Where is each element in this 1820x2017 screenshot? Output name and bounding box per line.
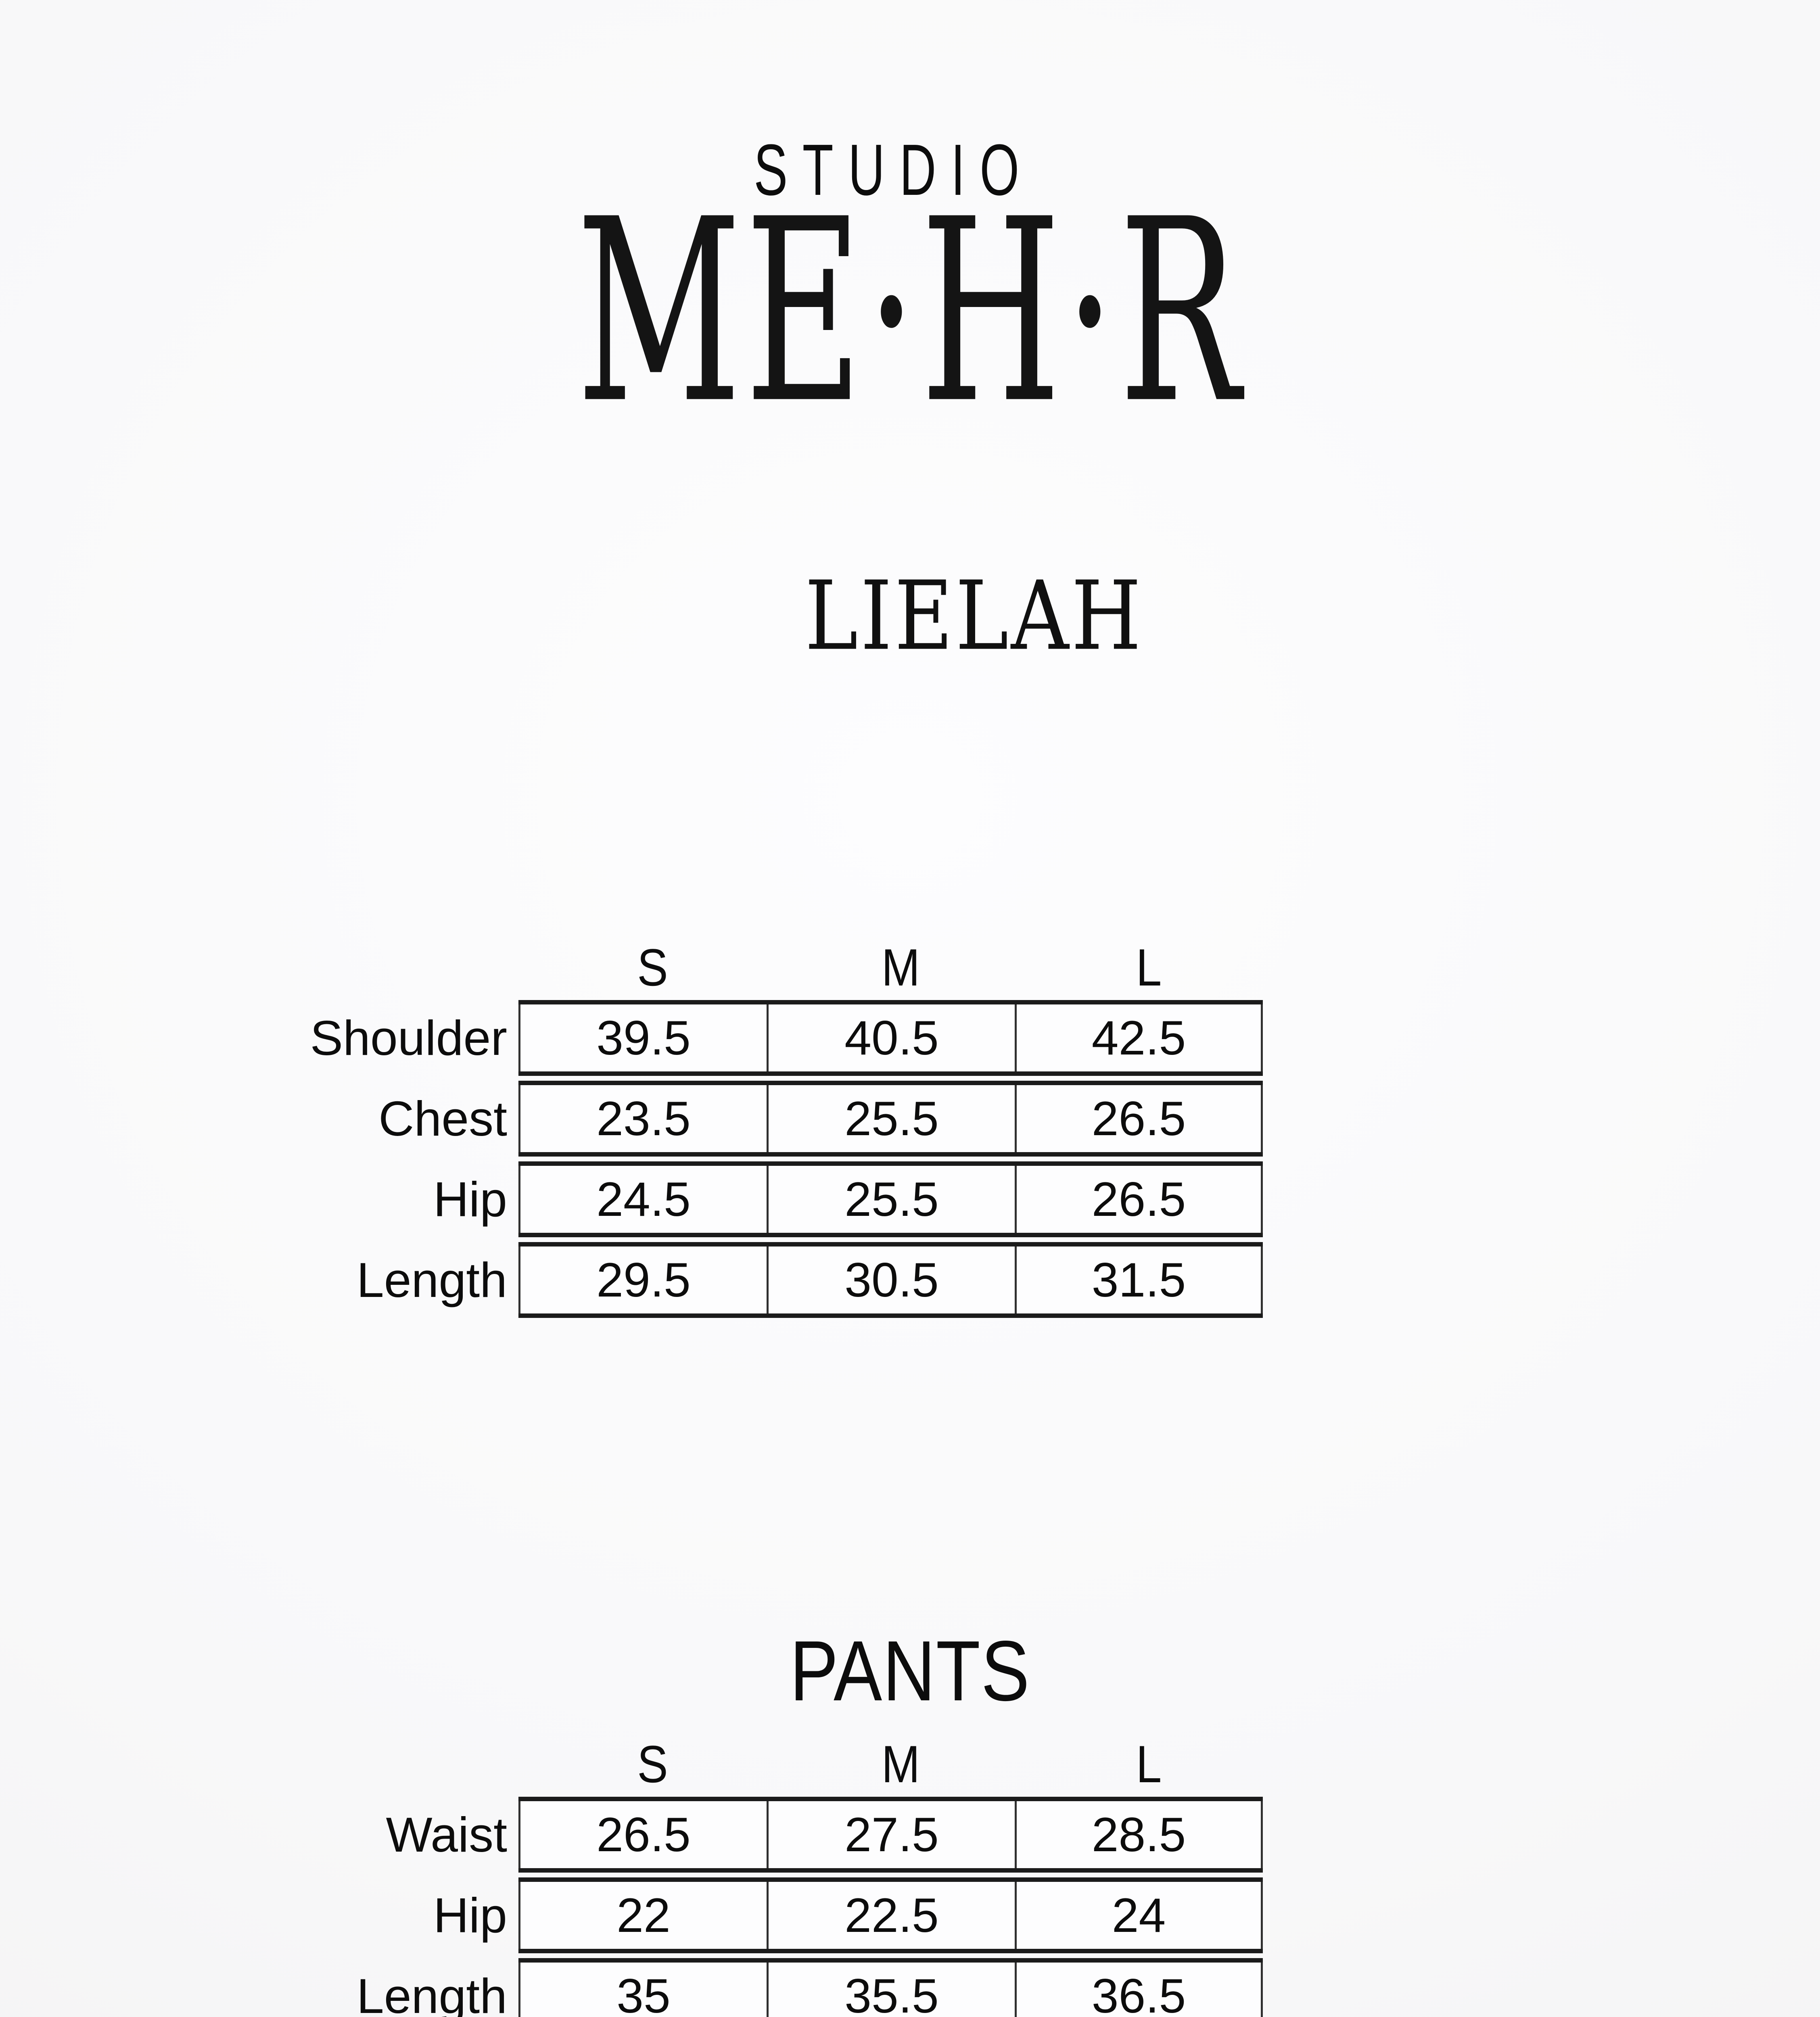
table-row-length: Length 29.5 30.5 31.5 [244, 1242, 1273, 1318]
row-cells-pants-length: 35 35.5 36.5 [518, 1958, 1263, 2017]
row-cells-pants-hip: 22 22.5 24 [518, 1877, 1263, 1953]
size-cell: 29.5 [518, 1246, 767, 1313]
size-cell: 25.5 [767, 1085, 1015, 1152]
row-cells-chest: 23.5 25.5 26.5 [518, 1080, 1263, 1157]
size-cell: 23.5 [518, 1085, 767, 1152]
table-row-chest: Chest 23.5 25.5 26.5 [244, 1080, 1273, 1157]
product-title: LIELAH [804, 561, 1144, 672]
size-cell: 39.5 [518, 1004, 767, 1071]
row-label-length: Length [356, 1252, 507, 1307]
size-cell: 30.5 [767, 1246, 1015, 1313]
size-cell: 40.5 [767, 1004, 1015, 1071]
size-cell: 25.5 [767, 1165, 1015, 1233]
size-cell: 35 [518, 1962, 767, 2017]
size-header-m: M [881, 1735, 920, 1794]
top-table-rows: Shoulder 39.5 40.5 42.5 Chest 23.5 25.5 … [244, 1000, 1273, 1318]
pants-section-title: PANTS [790, 1623, 1030, 1718]
brand-studio-label: STUDIO [754, 129, 1034, 211]
size-cell: 42.5 [1015, 1004, 1263, 1071]
table-row-pants-length: Length 35 35.5 36.5 [244, 1958, 1273, 2017]
size-cell: 22 [518, 1881, 767, 1949]
top-table-header-row: S M L [529, 940, 1273, 995]
size-cell: 31.5 [1015, 1246, 1263, 1313]
size-cell: 26.5 [1015, 1085, 1263, 1152]
top-size-table: S M L Shoulder 39.5 40.5 42.5 Chest 23.5… [244, 940, 1273, 1318]
size-cell: 36.5 [1015, 1962, 1263, 2017]
pants-size-table: S M L Waist 26.5 27.5 28.5 Hip 22 22.5 2… [244, 1737, 1273, 2017]
size-header-l: L [1136, 938, 1162, 997]
size-cell: 22.5 [767, 1881, 1015, 1949]
brand-wordmark: ME·H·R [576, 165, 1244, 459]
size-cell: 24 [1015, 1881, 1263, 1949]
size-cell: 26.5 [1015, 1165, 1263, 1233]
pants-table-header-row: S M L [529, 1737, 1273, 1792]
size-header-s: S [637, 1735, 668, 1794]
size-cell: 27.5 [767, 1801, 1015, 1868]
size-cell: 28.5 [1015, 1801, 1263, 1868]
pants-table-rows: Waist 26.5 27.5 28.5 Hip 22 22.5 24 Leng… [244, 1796, 1273, 2017]
row-cells-waist: 26.5 27.5 28.5 [518, 1796, 1263, 1873]
table-row-hip: Hip 24.5 25.5 26.5 [244, 1161, 1273, 1237]
size-header-s: S [637, 938, 668, 997]
table-row-waist: Waist 26.5 27.5 28.5 [244, 1796, 1273, 1873]
row-cells-shoulder: 39.5 40.5 42.5 [518, 1000, 1263, 1076]
row-cells-hip: 24.5 25.5 26.5 [518, 1161, 1263, 1237]
row-label-waist: Waist [386, 1807, 507, 1862]
row-label-hip: Hip [433, 1171, 507, 1227]
row-label-chest: Chest [378, 1091, 507, 1146]
row-label-pants-hip: Hip [433, 1888, 507, 1943]
size-cell: 35.5 [767, 1962, 1015, 2017]
row-label-shoulder: Shoulder [310, 1010, 507, 1065]
size-header-m: M [881, 938, 920, 997]
row-label-pants-length: Length [356, 1968, 507, 2017]
row-cells-length: 29.5 30.5 31.5 [518, 1242, 1263, 1318]
size-header-l: L [1136, 1735, 1162, 1794]
size-cell: 26.5 [518, 1801, 767, 1868]
size-cell: 24.5 [518, 1165, 767, 1233]
table-row-shoulder: Shoulder 39.5 40.5 42.5 [244, 1000, 1273, 1076]
table-row-pants-hip: Hip 22 22.5 24 [244, 1877, 1273, 1953]
